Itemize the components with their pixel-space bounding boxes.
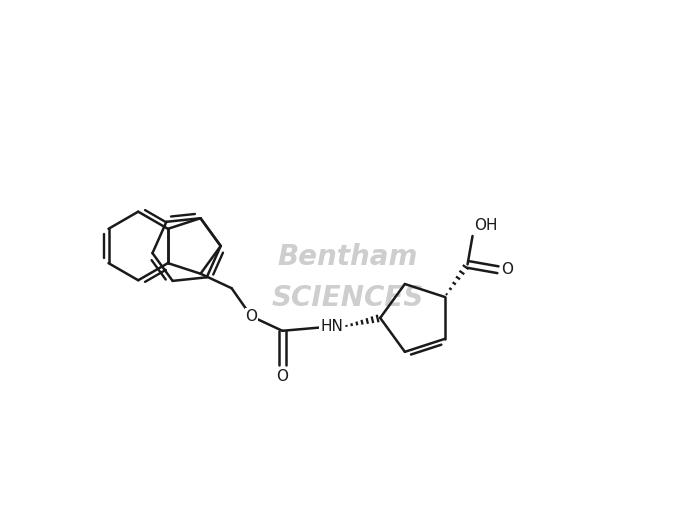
Text: HN: HN [320,319,343,334]
Text: OH: OH [474,217,498,232]
Text: SCIENCES: SCIENCES [272,284,424,311]
Text: O: O [501,262,514,277]
Text: O: O [276,369,288,384]
Text: Bentham: Bentham [278,242,418,270]
Text: O: O [245,309,258,324]
